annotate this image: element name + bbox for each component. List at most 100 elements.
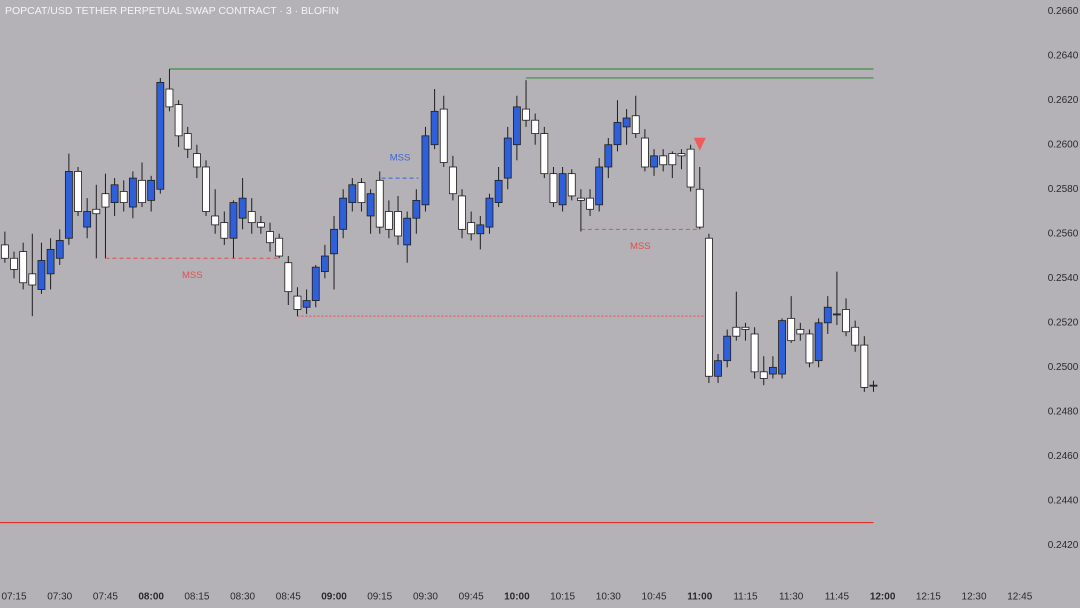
x-tick-label: 08:30: [230, 592, 255, 603]
candle-body: [110, 184, 119, 204]
level-label: MSS: [630, 241, 651, 252]
candle-body: [330, 228, 338, 255]
candle-body: [46, 248, 55, 275]
candle-body: [394, 211, 402, 237]
x-tick-label: 12:45: [1007, 592, 1032, 603]
candle-body: [869, 384, 878, 387]
y-tick-label: 0.2520: [1048, 317, 1079, 328]
y-tick-label: 0.2600: [1048, 139, 1079, 150]
candle-body: [503, 137, 512, 179]
candle-body: [202, 166, 210, 212]
candle-body: [631, 115, 640, 134]
candle-body: [695, 188, 704, 228]
candle-body: [522, 108, 530, 121]
x-tick-label: 07:45: [93, 592, 118, 603]
candle-body: [723, 335, 732, 362]
candle-body: [778, 320, 786, 375]
level-label: MSS: [182, 270, 203, 281]
candle-body: [741, 326, 750, 330]
candle-body: [796, 329, 805, 335]
y-tick-label: 0.2560: [1048, 228, 1079, 239]
candle-body: [37, 260, 46, 290]
candle-body: [823, 306, 832, 324]
candle-body: [421, 135, 430, 206]
candle-body: [567, 173, 576, 197]
candle-body: [174, 104, 183, 137]
level-label: MSS: [390, 153, 411, 164]
x-tick-label: 07:15: [2, 592, 27, 603]
x-tick-label: 08:00: [138, 592, 164, 603]
candle-body: [119, 191, 128, 204]
candle-body: [220, 222, 229, 239]
candle-body: [686, 148, 695, 188]
candle-body: [750, 333, 759, 373]
y-tick-label: 0.2500: [1048, 362, 1079, 373]
x-tick-label: 09:00: [321, 592, 347, 603]
y-tick-label: 0.2580: [1048, 184, 1079, 195]
candle-body: [851, 326, 860, 346]
y-tick-label: 0.2440: [1048, 496, 1079, 507]
candle-body: [613, 122, 622, 146]
x-tick-label: 08:45: [276, 592, 301, 603]
candle-body: [138, 179, 146, 204]
candle-body: [549, 173, 558, 204]
candle-body: [467, 222, 476, 235]
candle-body: [211, 215, 220, 226]
y-tick-label: 0.2460: [1048, 451, 1079, 462]
candle-body: [768, 366, 777, 375]
candle-body: [595, 166, 604, 206]
candle-body: [842, 309, 850, 333]
candle-body: [540, 133, 549, 175]
candle-body: [165, 88, 174, 108]
candle-body: [83, 211, 92, 228]
candle-body: [19, 251, 28, 284]
candle-body: [512, 106, 521, 146]
candle-body: [348, 184, 357, 204]
candle-body: [357, 182, 366, 204]
candle-body: [320, 255, 329, 273]
candle-body: [832, 313, 841, 316]
candle-body: [247, 211, 256, 224]
candle-body: [430, 110, 439, 146]
candle-body: [403, 217, 412, 246]
signal-marker: [693, 137, 706, 151]
candle-body: [192, 153, 201, 168]
y-tick-label: 0.2620: [1048, 95, 1079, 106]
candle-body: [485, 197, 494, 228]
candle-body: [494, 179, 503, 204]
candle-body: [458, 195, 466, 230]
x-tick-label: 07:30: [47, 592, 72, 603]
y-tick-label: 0.2640: [1048, 50, 1079, 61]
candle-body: [448, 166, 457, 195]
candle-body: [668, 153, 677, 166]
candle-body: [0, 244, 9, 259]
candle-body: [650, 155, 658, 168]
candle-body: [604, 144, 613, 168]
candle-body: [714, 360, 722, 377]
candle-body: [704, 237, 713, 377]
candle-body: [375, 179, 384, 228]
x-tick-label: 08:15: [184, 592, 209, 603]
y-tick-label: 0.2480: [1048, 407, 1079, 418]
x-tick-label: 10:00: [504, 592, 530, 603]
x-tick-label: 12:00: [870, 592, 896, 603]
candle-body: [293, 295, 302, 310]
candle-body: [531, 119, 540, 134]
candle-body: [183, 133, 192, 150]
x-tick-label: 10:30: [596, 592, 621, 603]
candle-body: [640, 137, 649, 168]
x-tick-label: 12:30: [962, 592, 987, 603]
candle-body: [92, 208, 101, 215]
candle-body: [156, 81, 165, 190]
candle-body: [101, 193, 110, 208]
candle-body: [366, 193, 375, 217]
candle-body: [302, 300, 311, 308]
candle-body: [28, 273, 37, 286]
candle-body: [339, 197, 348, 230]
candle-body: [256, 222, 265, 228]
y-tick-label: 0.2660: [1048, 6, 1079, 17]
candle-body: [622, 117, 631, 128]
candle-body: [787, 317, 796, 342]
x-tick-label: 11:45: [825, 592, 850, 603]
